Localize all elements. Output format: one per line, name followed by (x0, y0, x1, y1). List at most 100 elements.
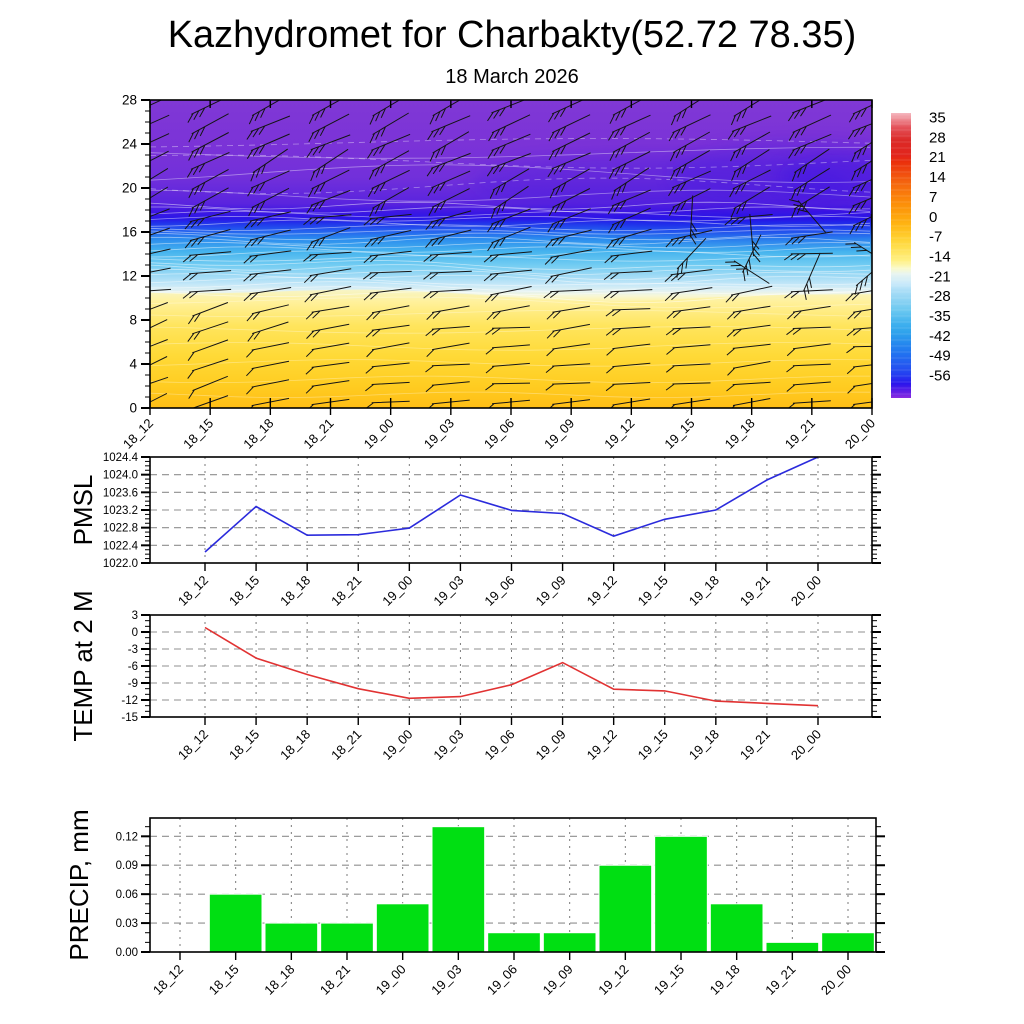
wind-barb (726, 324, 771, 338)
x-tick-label: 18_18 (261, 962, 297, 998)
wind-barb (605, 308, 651, 317)
contour-line (150, 391, 871, 398)
wind-barb (248, 187, 290, 217)
contour-line (150, 242, 871, 249)
wind-barb (786, 381, 831, 392)
wind-barb (243, 250, 292, 264)
wind-barb (187, 358, 229, 379)
wind-barb (666, 344, 711, 355)
x-tick-label: 18_21 (328, 727, 364, 763)
wind-barb (305, 305, 350, 320)
wind-barb (787, 305, 831, 320)
wind-barb (802, 252, 821, 300)
wind-barb (848, 178, 872, 197)
y-tick-label: 1022.0 (103, 558, 138, 570)
y-tick-label: -12 (121, 695, 138, 707)
colorbar-label: -7 (929, 229, 942, 246)
wind-barb (182, 288, 232, 299)
wind-barb (425, 381, 470, 393)
wind-barb (366, 342, 410, 358)
wind-barb (608, 114, 651, 141)
wind-barb (548, 188, 591, 217)
wind-barb (547, 152, 591, 178)
panels: 0 4 8 12 16 20 24 28 18_12 18_15 18_18 18_21 19_00 19… (103, 93, 951, 998)
wind-barb (847, 382, 872, 394)
y-tick-label: 24 (122, 137, 138, 152)
wind-barb (308, 113, 350, 143)
wind-barb (150, 248, 171, 255)
wind-barb (784, 289, 833, 299)
wind-barb (665, 229, 713, 248)
precip-bar (487, 932, 541, 953)
colorbar-label: -35 (929, 308, 951, 325)
precip-bar (654, 835, 708, 953)
wind-barb (665, 326, 711, 336)
wind-barb (188, 132, 229, 161)
wind-barb (603, 270, 653, 280)
x-tick-label: 18_12 (120, 416, 156, 452)
wind-barb (788, 114, 832, 141)
wind-barb (247, 321, 289, 342)
y-tick-label: 0.03 (116, 918, 138, 930)
wind-barb (150, 339, 168, 347)
wind-barb (425, 229, 472, 248)
wind-barb (664, 269, 713, 282)
wind-barb (423, 251, 472, 262)
wind-barb (428, 188, 470, 216)
x-tick-label: 18_21 (300, 416, 336, 452)
wind-barb (487, 226, 531, 252)
colorbar-label: -42 (929, 328, 951, 345)
wind-barb (725, 285, 773, 303)
y-tick-label: 1023.6 (103, 487, 138, 499)
colorbar-label: -56 (929, 368, 951, 385)
temp2m-line (204, 626, 819, 707)
wind-barb (425, 363, 470, 373)
wind-barb (306, 134, 351, 158)
wind-barb (727, 115, 772, 140)
y-tick-label: -15 (121, 712, 138, 724)
contour-line (150, 326, 871, 334)
wind-barb (485, 382, 531, 391)
y-tick-label: 4 (129, 357, 137, 372)
wind-barb (668, 170, 711, 197)
wind-barb (150, 267, 171, 273)
wind-barb (363, 287, 412, 301)
wind-barb (726, 381, 771, 392)
wind-barb (426, 305, 470, 320)
wind-barb (749, 214, 761, 263)
contour-line (150, 219, 871, 227)
wind-barb (726, 305, 771, 320)
wind-barb (606, 362, 651, 374)
x-tick-label: 19_06 (481, 727, 517, 763)
wind-barb (611, 167, 650, 200)
x-tick-label: 19_03 (430, 727, 466, 763)
wind-barb (429, 131, 470, 162)
y-tick-label: 20 (122, 181, 137, 196)
colorbar-label: 35 (929, 110, 946, 127)
y-tick-label: 1022.8 (103, 523, 138, 535)
y-tick-label: 0 (132, 627, 138, 639)
x-tick-label: 19_21 (737, 573, 773, 609)
wind-barb (306, 323, 350, 339)
wind-barb (546, 323, 590, 339)
wind-barb (246, 342, 290, 358)
page-title: Kazhydromet for Charbakty(52.72 78.35) (168, 14, 857, 56)
wind-barb (730, 186, 770, 218)
x-tick-label: 19_00 (361, 416, 397, 452)
contour-line (150, 246, 871, 253)
x-tick-label: 18_15 (180, 416, 216, 452)
wind-barb (303, 268, 352, 284)
pmsl-line (204, 456, 819, 553)
wind-barb (367, 169, 410, 197)
wind-barb (784, 252, 833, 261)
wind-barb (851, 141, 872, 163)
colorbar: 35 28 21 14 7 0 -7 -14 -21 -28 -35 -42 -49 -56 (891, 110, 951, 398)
wind-barb (669, 131, 711, 162)
y-tick-label: 1024.4 (103, 452, 139, 464)
wind-barb (725, 260, 770, 284)
wind-barb (854, 271, 872, 295)
wind-barb (664, 287, 713, 302)
wind-barb (368, 150, 410, 180)
x-tick-label: 19_21 (737, 727, 773, 763)
